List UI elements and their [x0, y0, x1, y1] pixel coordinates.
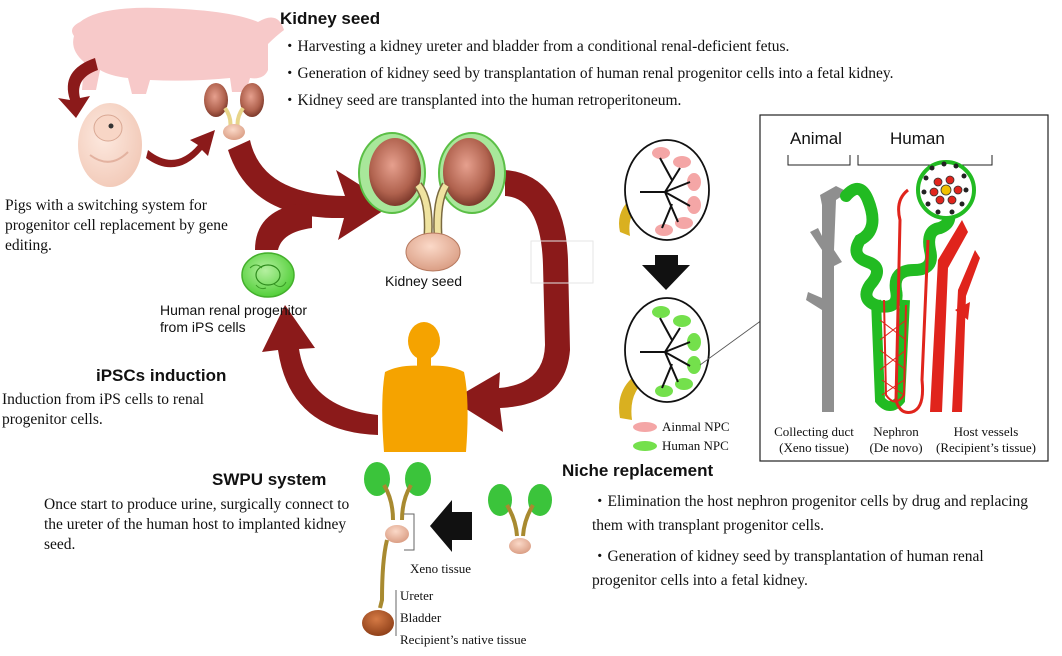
- niche-title: Niche replacement: [562, 461, 714, 480]
- inset-caption-host-vessels: Host vessels (Recipient’s tissue): [928, 424, 1044, 456]
- inset-caption-nephron: Nephron (De novo): [862, 424, 930, 456]
- collecting-duct: [806, 186, 848, 412]
- arrow-embryo-to-kidney: [146, 130, 215, 168]
- kidney-seed-bullets: ・Harvesting a kidney ureter and bladder …: [282, 37, 1022, 118]
- swpu-label-xeno: Xeno tissue: [410, 561, 472, 576]
- legend-swatch-animal: [633, 422, 657, 432]
- embryo: [78, 103, 142, 187]
- caption-line: Collecting duct: [774, 424, 854, 439]
- swpu-description: Once start to produce urine, surgically …: [44, 496, 350, 553]
- kidney-seed-bullet: ・Harvesting a kidney ureter and bladder …: [282, 38, 790, 55]
- swpu-title: SWPU system: [212, 470, 327, 489]
- inset-header-animal: Animal: [790, 129, 842, 148]
- ipsc-title: iPSCs induction: [96, 366, 227, 385]
- pig-description: Pigs with a switching system for progeni…: [5, 197, 228, 254]
- arrow-human-to-ipsc: [262, 305, 378, 435]
- ipsc-description: Induction from iPS cells to renal progen…: [2, 391, 204, 428]
- ipsc-cell: [241, 252, 295, 298]
- small-kidney-seed: [204, 83, 264, 140]
- caption-line: (De novo): [869, 440, 923, 455]
- arrow-pig-to-embryo: [58, 58, 98, 118]
- caption-line: (Xeno tissue): [779, 440, 849, 455]
- kidney-seed-title: Kidney seed: [280, 9, 381, 28]
- kidney-seed-bullet: ・Generation of kidney seed by transplant…: [282, 65, 894, 82]
- legend-animal-npc: Ainmal NPC: [662, 419, 730, 434]
- inset-box: [759, 114, 1049, 462]
- host-vessels: [930, 220, 968, 412]
- swpu-label-bladder: Bladder: [400, 610, 442, 625]
- legend-swatch-human: [633, 441, 657, 451]
- caption-line: (Recipient’s tissue): [935, 440, 1036, 455]
- caption-line: Nephron: [873, 424, 919, 439]
- arrow-seed-inflow: [228, 140, 392, 240]
- human-silhouette: [382, 322, 468, 452]
- caption-line: Host vessels: [953, 424, 1019, 439]
- niche-bullet: ・Elimination the host nephron progenitor…: [592, 493, 1029, 534]
- arrow-seed-to-human: [452, 170, 570, 432]
- inset-caption-collecting-duct: Collecting duct (Xeno tissue): [768, 424, 860, 456]
- niche-graphic: [619, 139, 763, 451]
- swpu-graphic: [362, 462, 552, 636]
- cycle-arrows: [228, 140, 570, 435]
- ipsc-cell-label: Human renal progenitor from iPS cells: [160, 302, 308, 335]
- center-kidney-seed-label: Kidney seed: [385, 273, 463, 289]
- swpu-label-ureter: Ureter: [400, 588, 434, 603]
- arrow-ipsc-to-seed: [255, 204, 312, 250]
- central-kidney-seed: [358, 132, 506, 272]
- pig-silhouette: [72, 7, 284, 94]
- swpu-label-native: Recipient’s native tissue: [400, 632, 527, 647]
- inset-header-human: Human: [890, 129, 945, 148]
- legend-human-npc: Human NPC: [662, 438, 729, 453]
- niche-bullets: ・Elimination the host nephron progenitor…: [592, 490, 1047, 600]
- niche-bullet: ・Generation of kidney seed by transplant…: [592, 548, 984, 589]
- kidney-seed-bullet: ・Kidney seed are transplanted into the h…: [282, 92, 682, 109]
